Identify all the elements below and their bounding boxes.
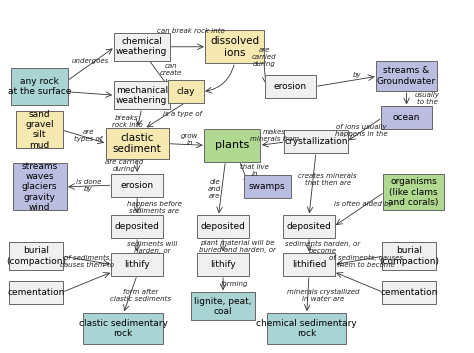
Text: usually
to the: usually to the — [415, 92, 440, 105]
Text: chemical sedimentary
rock: chemical sedimentary rock — [256, 319, 357, 339]
Text: plant material will be
buried and harden, or: plant material will be buried and harden… — [199, 240, 275, 253]
Text: streams &
Groundwater: streams & Groundwater — [377, 66, 436, 86]
Text: are
types of: are types of — [74, 129, 102, 142]
Text: minerals crystallized
in water are: minerals crystallized in water are — [287, 289, 359, 303]
Text: deposited: deposited — [115, 222, 160, 231]
Text: is a type of: is a type of — [163, 111, 202, 117]
Text: crystallization: crystallization — [284, 137, 348, 146]
Text: deposited: deposited — [201, 222, 246, 231]
Text: clastic sedimentary
rock: clastic sedimentary rock — [79, 319, 168, 339]
FancyBboxPatch shape — [283, 253, 335, 276]
Text: clastic
sediment: clastic sediment — [113, 133, 162, 154]
FancyBboxPatch shape — [204, 129, 260, 162]
FancyBboxPatch shape — [376, 61, 437, 91]
FancyBboxPatch shape — [382, 281, 436, 304]
Text: erosion: erosion — [274, 82, 307, 91]
Text: mechanical
weathering: mechanical weathering — [116, 85, 168, 105]
Text: by: by — [353, 72, 361, 78]
Text: erosion: erosion — [120, 181, 154, 190]
FancyBboxPatch shape — [284, 131, 347, 153]
Text: lithify: lithify — [124, 260, 150, 269]
FancyBboxPatch shape — [197, 215, 249, 238]
Text: any rock
at the surface: any rock at the surface — [8, 77, 71, 96]
Text: makes
minerals from: makes minerals from — [250, 129, 299, 142]
Text: lithify: lithify — [210, 260, 236, 269]
Text: are
carried
during: are carried during — [252, 47, 276, 67]
Text: die
and
are: die and are — [208, 179, 221, 199]
FancyBboxPatch shape — [111, 215, 163, 238]
FancyBboxPatch shape — [283, 215, 335, 238]
Text: sediments will
harden, or: sediments will harden, or — [128, 241, 178, 254]
Text: can break rock into: can break rock into — [157, 28, 224, 34]
Text: is often aided by: is often aided by — [335, 201, 393, 207]
Text: lithified: lithified — [292, 260, 326, 269]
FancyBboxPatch shape — [9, 281, 63, 304]
Text: organisms
(like clams
and corals): organisms (like clams and corals) — [388, 177, 439, 207]
Text: dissolved
ions: dissolved ions — [210, 36, 259, 58]
Text: can
create: can create — [160, 64, 182, 77]
FancyBboxPatch shape — [111, 174, 163, 197]
Text: cementation: cementation — [8, 288, 65, 297]
Text: of sediments, causes
them to become: of sediments, causes them to become — [329, 255, 403, 268]
Text: undergoes: undergoes — [72, 58, 109, 64]
Text: happens before
sediments are: happens before sediments are — [127, 201, 182, 214]
FancyBboxPatch shape — [11, 68, 68, 105]
Text: burial
(compaction): burial (compaction) — [379, 246, 439, 266]
Text: clay: clay — [177, 87, 195, 96]
Text: ocean: ocean — [393, 113, 420, 122]
FancyBboxPatch shape — [244, 175, 291, 198]
FancyBboxPatch shape — [383, 174, 444, 210]
Text: grow
in: grow in — [181, 133, 198, 146]
FancyBboxPatch shape — [16, 112, 63, 148]
Text: lignite, peat,
coal: lignite, peat, coal — [194, 297, 252, 316]
FancyBboxPatch shape — [106, 128, 169, 159]
Text: streams
waves
glaciers
gravity
wind: streams waves glaciers gravity wind — [21, 162, 58, 212]
Text: deposited: deposited — [287, 222, 331, 231]
FancyBboxPatch shape — [114, 81, 170, 109]
Text: that live
in: that live in — [240, 164, 269, 177]
Text: sediments harden, or
become: sediments harden, or become — [285, 241, 361, 254]
FancyBboxPatch shape — [114, 33, 170, 61]
Text: creates minerals
that then are: creates minerals that then are — [298, 173, 357, 186]
Text: cementation: cementation — [380, 288, 438, 297]
Text: of sediments,
causes them to: of sediments, causes them to — [60, 255, 114, 268]
Text: plants: plants — [215, 140, 249, 150]
Text: sand
gravel
silt
mud: sand gravel silt mud — [25, 110, 54, 150]
FancyBboxPatch shape — [197, 253, 249, 276]
Text: are carried
during: are carried during — [105, 159, 144, 172]
FancyBboxPatch shape — [267, 313, 346, 345]
FancyBboxPatch shape — [205, 30, 264, 64]
Text: chemical
weathering: chemical weathering — [116, 37, 167, 56]
FancyBboxPatch shape — [264, 75, 316, 98]
Text: form after
clastic sediments: form after clastic sediments — [110, 289, 171, 303]
Text: breaks
rock into: breaks rock into — [111, 115, 142, 128]
FancyBboxPatch shape — [191, 292, 255, 320]
Text: burial
(compaction): burial (compaction) — [6, 246, 66, 266]
Text: is done
by: is done by — [76, 179, 101, 192]
FancyBboxPatch shape — [168, 80, 203, 103]
FancyBboxPatch shape — [382, 242, 436, 270]
Text: of ions usually
happens in the: of ions usually happens in the — [335, 124, 388, 137]
FancyBboxPatch shape — [83, 313, 163, 345]
FancyBboxPatch shape — [13, 163, 66, 210]
FancyBboxPatch shape — [9, 242, 63, 270]
Text: swamps: swamps — [249, 183, 285, 191]
FancyBboxPatch shape — [111, 253, 163, 276]
FancyBboxPatch shape — [381, 106, 432, 129]
Text: forming: forming — [221, 281, 248, 287]
